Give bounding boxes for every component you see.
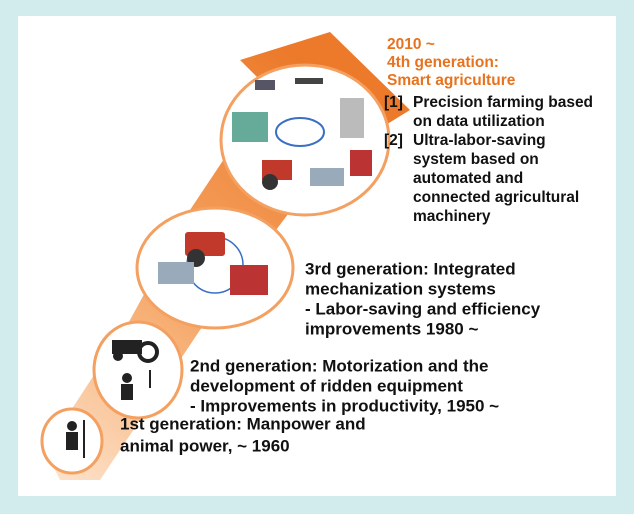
item-text: system based on xyxy=(413,151,539,168)
gen3-text: 3rd generation: Integrated xyxy=(305,259,516,278)
gen1-text: 1st generation: Manpower and xyxy=(120,414,366,433)
gen4-heading: 4th generation: xyxy=(387,54,499,71)
gen4-heading: 2010 ~ xyxy=(387,36,435,53)
item-text: machinery xyxy=(413,208,491,225)
gen2-text: development of ridden equipment xyxy=(190,376,463,395)
diagram: 1st generation: Manpower and animal powe… xyxy=(0,0,634,514)
item-text: connected agricultural xyxy=(413,189,579,206)
gen3-text: improvements 1980 ~ xyxy=(305,319,478,338)
item-label: [1] xyxy=(384,94,403,111)
item-text: on data utilization xyxy=(413,113,545,130)
item-text: Ultra-labor-saving xyxy=(413,132,546,149)
item-text: Precision farming based xyxy=(413,94,593,111)
gen1-circle xyxy=(42,409,102,473)
gen2-text: - Improvements in productivity, 1950 ~ xyxy=(190,396,499,415)
item-text: automated and xyxy=(413,170,523,187)
gen4-heading: Smart agriculture xyxy=(387,72,516,89)
gen2-text: 2nd generation: Motorization and the xyxy=(190,356,488,375)
gen3-text: mechanization systems xyxy=(305,279,496,298)
gen2-circle xyxy=(94,322,182,418)
item-label: [2] xyxy=(384,132,403,149)
gen3-text: - Labor-saving and efficiency xyxy=(305,299,541,318)
gen4-circle xyxy=(221,65,389,215)
gen3-circle xyxy=(137,208,293,328)
gen1-text: animal power, ~ 1960 xyxy=(120,436,290,455)
